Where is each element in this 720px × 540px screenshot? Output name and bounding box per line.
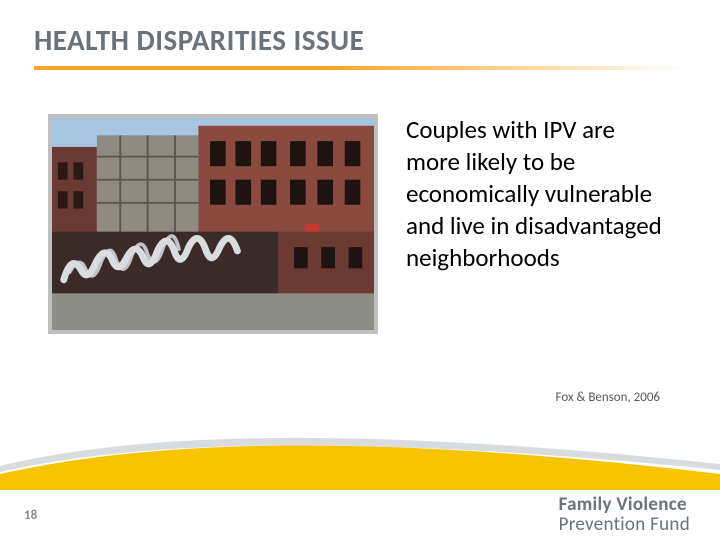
page-number: 18: [24, 508, 37, 523]
body-paragraph: Couples with IPV are more likely to be e…: [406, 114, 666, 274]
photo-frame: [48, 114, 378, 334]
citation: Fox & Benson, 2006: [556, 390, 660, 405]
urban-blight-photo: [52, 118, 374, 330]
slide-title: HEALTH DISPARITIES ISSUE: [34, 22, 686, 58]
org-name-line1: Family Violence: [559, 495, 690, 515]
org-logo: Family Violence Prevention Fund: [559, 495, 690, 535]
org-name-line2: Prevention Fund: [559, 515, 690, 535]
footer: 18 Family Violence Prevention Fund: [0, 490, 720, 540]
content-area: Couples with IPV are more likely to be e…: [0, 70, 720, 344]
footer-swoosh: [0, 422, 720, 492]
